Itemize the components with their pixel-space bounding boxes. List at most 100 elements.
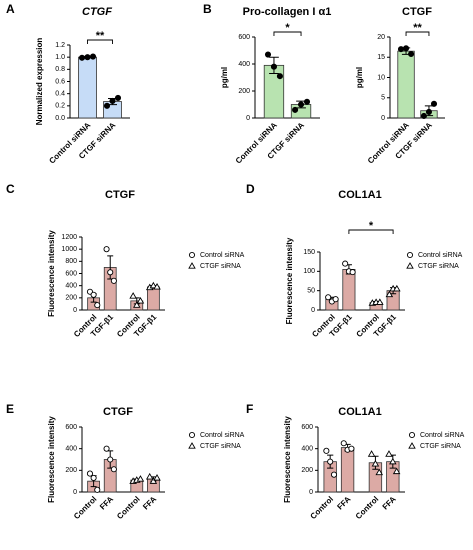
- data-point: [149, 281, 158, 289]
- data-point: [94, 302, 101, 309]
- bar: [78, 56, 97, 119]
- data-point: [89, 53, 97, 60]
- data-point: [84, 54, 91, 61]
- y-tick-label: 400: [65, 283, 77, 290]
- x-tick-label: Control: [72, 495, 98, 521]
- x-tick-label: Control: [309, 495, 335, 521]
- y-tick-label: 200: [65, 467, 77, 474]
- y-tick-label: 100: [303, 268, 315, 275]
- significance-label: **: [96, 30, 105, 42]
- y-tick-label: 600: [65, 270, 77, 277]
- y-tick-label: 600: [238, 34, 250, 41]
- y-tick-label: 400: [238, 61, 250, 68]
- y-axis-label: Fluorescence intensity: [283, 416, 292, 503]
- data-point: [332, 296, 339, 303]
- significance-bracket: [273, 31, 302, 36]
- x-tick-label: FFA: [141, 494, 158, 511]
- legend-label: Control siRNA: [200, 252, 245, 259]
- y-tick-label: 0.6: [55, 78, 65, 85]
- data-point: [325, 294, 332, 301]
- legend-label: CTGF siRNA: [200, 443, 241, 450]
- data-point: [348, 445, 355, 452]
- data-point: [107, 269, 114, 276]
- data-point: [94, 486, 101, 493]
- significance-bracket: [87, 39, 113, 44]
- chart-title: Pro-collagen I α1: [243, 6, 332, 18]
- data-point: [129, 292, 137, 299]
- data-point: [323, 447, 330, 454]
- data-point: [188, 442, 196, 449]
- data-point: [327, 458, 334, 465]
- y-axis-label: Normalized expression: [35, 38, 44, 126]
- y-tick-label: 1000: [61, 246, 77, 253]
- y-axis-label: Fluorescence intensity: [285, 237, 294, 324]
- y-axis-label: Fluorescence intensity: [47, 416, 56, 503]
- x-tick-label: FFA: [335, 494, 352, 511]
- data-point: [367, 450, 376, 457]
- y-tick-label: 1.0: [55, 54, 65, 61]
- data-point: [78, 54, 86, 61]
- data-point: [270, 63, 278, 70]
- significance-label: **: [413, 22, 422, 34]
- data-point: [402, 45, 410, 52]
- x-tick-label: FFA: [381, 494, 398, 511]
- legend-label: CTGF siRNA: [418, 263, 459, 270]
- data-point: [103, 102, 111, 109]
- data-point: [90, 474, 97, 481]
- panel-letter: A: [6, 2, 15, 16]
- data-point: [297, 101, 305, 108]
- x-tick-label: Control siRNA: [47, 120, 92, 165]
- legend-label: CTGF siRNA: [200, 263, 241, 270]
- x-tick-label: FFA: [98, 494, 115, 511]
- data-point: [420, 112, 427, 120]
- data-point: [136, 296, 145, 304]
- y-tick-label: 0: [73, 489, 77, 496]
- chart-panel: B Pro-collagen I α1pg/ml0200400600Control…: [203, 2, 331, 165]
- panel-letter: E: [6, 402, 14, 416]
- data-point: [110, 466, 117, 473]
- chart-title: CTGF: [103, 406, 133, 418]
- data-point: [406, 262, 414, 269]
- y-tick-label: 200: [238, 88, 250, 95]
- data-point: [264, 51, 272, 58]
- data-point: [153, 474, 161, 481]
- y-tick-label: 0: [311, 307, 315, 314]
- data-point: [276, 73, 283, 80]
- significance-bracket: [348, 229, 394, 234]
- chart-title: COL1A1: [338, 189, 381, 201]
- chart-panel: F COL1A1 Fluorescence intensity 0 200 400 600 C…: [246, 402, 465, 521]
- chart-panel: E CTGF Fluorescence intensity 0 200 400 600 Con…: [6, 402, 245, 521]
- significance-bracket: [405, 31, 430, 36]
- panel-letter: B: [203, 2, 212, 16]
- y-tick-label: 1.2: [55, 42, 65, 49]
- y-tick-label: 600: [65, 424, 77, 431]
- data-point: [371, 459, 380, 467]
- legend-label: CTGF siRNA: [420, 443, 461, 450]
- bar: [340, 447, 355, 493]
- data-point: [90, 291, 97, 298]
- data-point: [430, 100, 438, 107]
- y-tick-label: 800: [65, 258, 77, 265]
- data-point: [114, 94, 122, 101]
- data-point: [109, 97, 116, 105]
- legend-label: Control siRNA: [418, 252, 463, 259]
- y-axis-label: Fluorescence intensity: [47, 230, 56, 317]
- y-tick-label: 0.4: [55, 91, 65, 98]
- y-tick-label: 0.8: [55, 66, 65, 73]
- data-point: [385, 450, 393, 457]
- data-point: [292, 106, 299, 113]
- legend-label: Control siRNA: [200, 432, 245, 439]
- data-point: [188, 251, 196, 259]
- data-point: [149, 477, 158, 484]
- chart-title: CTGF: [402, 6, 432, 18]
- panel-letter: F: [246, 402, 253, 416]
- y-tick-label: 50: [307, 288, 315, 295]
- y-tick-label: 0: [381, 115, 385, 122]
- y-tick-label: 600: [301, 424, 313, 431]
- x-tick-label: Control: [354, 495, 380, 521]
- data-point: [408, 50, 415, 58]
- chart-panel: C CTGF Fluorescence intensity 0 200 400 600 800…: [6, 182, 245, 339]
- y-tick-label: 200: [65, 295, 77, 302]
- y-tick-label: 15: [377, 54, 385, 61]
